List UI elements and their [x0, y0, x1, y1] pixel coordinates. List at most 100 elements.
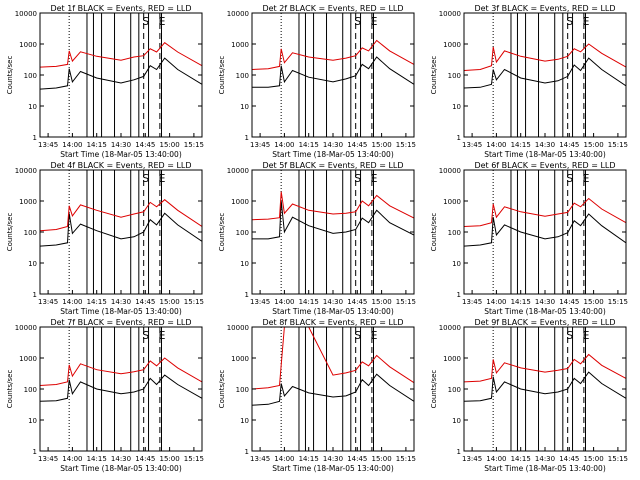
panel-title: Det 2f BLACK = Events, RED = LLD [262, 4, 403, 13]
panel-title: Det 1f BLACK = Events, RED = LLD [50, 4, 191, 13]
interval-label-s: S [566, 329, 573, 342]
x-tick-label: 15:00 [372, 455, 392, 463]
x-axis-label: Start Time (18-Mar-05 13:40:00) [484, 307, 606, 316]
x-tick-label: 14:00 [62, 298, 82, 306]
x-tick-label: 14:30 [323, 141, 343, 149]
x-axis-label: Start Time (18-Mar-05 13:40:00) [272, 307, 394, 316]
x-axis-label: Start Time (18-Mar-05 13:40:00) [484, 464, 606, 473]
interval-label-e: E [371, 172, 378, 185]
x-tick-label: 14:30 [535, 298, 555, 306]
y-tick-label: 1 [33, 134, 37, 142]
x-tick-label: 14:15 [511, 455, 531, 463]
x-tick-label: 14:45 [559, 298, 579, 306]
series-line-lld [252, 39, 414, 70]
series-line-events [40, 212, 202, 247]
x-tick-label: 15:00 [372, 298, 392, 306]
interval-label-e: E [583, 15, 590, 28]
y-tick-label: 10 [28, 260, 37, 268]
x-tick-label: 14:15 [87, 298, 107, 306]
x-tick-label: 14:00 [274, 141, 294, 149]
series-line-lld [40, 199, 202, 232]
x-tick-label: 14:45 [347, 455, 367, 463]
interval-label-s: S [354, 172, 361, 185]
x-tick-label: 13:45 [462, 455, 482, 463]
series-line-lld [464, 353, 626, 383]
x-tick-label: 15:15 [396, 455, 416, 463]
x-tick-label: 14:45 [135, 455, 155, 463]
x-tick-label: 15:00 [372, 141, 392, 149]
x-tick-label: 14:45 [135, 141, 155, 149]
x-tick-label: 14:00 [274, 455, 294, 463]
x-tick-label: 13:45 [38, 298, 58, 306]
y-tick-label: 1 [457, 134, 461, 142]
y-tick-label: 1000 [443, 355, 461, 363]
x-axis-label: Start Time (18-Mar-05 13:40:00) [272, 150, 394, 159]
series-line-lld [252, 327, 414, 390]
x-tick-label: 15:00 [584, 455, 604, 463]
y-tick-label: 10000 [15, 167, 37, 175]
x-tick-label: 14:30 [111, 298, 131, 306]
interval-label-e: E [583, 329, 590, 342]
panel-title: Det 4f BLACK = Events, RED = LLD [50, 161, 191, 170]
panel-det-3f: 1 10 100 1000 10000 13:45 14:00 14:15 14:30 14:45… [430, 4, 628, 159]
y-axis-label: Counts/sec [6, 370, 14, 409]
interval-label-e: E [371, 15, 378, 28]
x-tick-label: 14:45 [135, 298, 155, 306]
x-tick-label: 14:00 [486, 141, 506, 149]
panel-det-5f: 1 10 100 1000 10000 13:45 14:00 14:15 14:30 14:45… [218, 161, 416, 316]
series-line-lld [464, 197, 626, 227]
x-tick-label: 14:45 [559, 141, 579, 149]
x-tick-label: 15:15 [396, 141, 416, 149]
x-tick-label: 14:30 [323, 455, 343, 463]
y-axis-label: Counts/sec [6, 213, 14, 252]
x-tick-label: 14:00 [62, 455, 82, 463]
y-tick-label: 10 [28, 417, 37, 425]
y-axis-label: Counts/sec [218, 370, 226, 409]
x-tick-label: 14:15 [299, 298, 319, 306]
x-tick-label: 14:15 [511, 298, 531, 306]
panel-title: Det 8f BLACK = Events, RED = LLD [262, 318, 403, 327]
y-tick-label: 1 [457, 448, 461, 456]
panel-det-4f: 1 10 100 1000 10000 13:45 14:00 14:15 14:30 14:45… [6, 161, 204, 316]
y-tick-label: 1 [245, 134, 249, 142]
x-tick-label: 15:15 [608, 141, 628, 149]
panel-title: Det 6f BLACK = Events, RED = LLD [474, 161, 615, 170]
x-tick-label: 14:15 [299, 141, 319, 149]
y-tick-label: 100 [236, 386, 249, 394]
interval-label-e: E [583, 172, 590, 185]
x-tick-label: 15:15 [184, 298, 204, 306]
y-tick-label: 100 [24, 72, 37, 80]
x-tick-label: 14:45 [559, 455, 579, 463]
x-tick-label: 14:45 [347, 298, 367, 306]
x-axis-label: Start Time (18-Mar-05 13:40:00) [484, 150, 606, 159]
x-axis-label: Start Time (18-Mar-05 13:40:00) [60, 464, 182, 473]
interval-label-s: S [354, 329, 361, 342]
x-tick-label: 14:15 [299, 455, 319, 463]
y-tick-label: 10000 [15, 324, 37, 332]
y-tick-label: 10000 [15, 10, 37, 18]
panel-title: Det 5f BLACK = Events, RED = LLD [262, 161, 403, 170]
y-tick-label: 1000 [19, 198, 37, 206]
series-line-events [464, 371, 626, 402]
interval-label-e: E [159, 15, 166, 28]
interval-label-e: E [159, 172, 166, 185]
y-tick-label: 10 [452, 103, 461, 111]
y-tick-label: 10000 [439, 10, 461, 18]
interval-label-e: E [371, 329, 378, 342]
x-tick-label: 14:00 [486, 455, 506, 463]
y-tick-label: 100 [448, 229, 461, 237]
x-tick-label: 15:15 [608, 298, 628, 306]
y-tick-label: 10 [28, 103, 37, 111]
panel-title: Det 3f BLACK = Events, RED = LLD [474, 4, 615, 13]
x-tick-label: 15:15 [184, 141, 204, 149]
y-tick-label: 1 [457, 291, 461, 299]
y-tick-label: 100 [448, 386, 461, 394]
x-tick-label: 13:45 [38, 141, 58, 149]
y-tick-label: 1 [245, 448, 249, 456]
x-tick-label: 14:00 [486, 298, 506, 306]
x-tick-label: 14:30 [111, 141, 131, 149]
x-tick-label: 13:45 [250, 455, 270, 463]
x-tick-label: 14:15 [87, 455, 107, 463]
y-axis-label: Counts/sec [430, 56, 438, 95]
